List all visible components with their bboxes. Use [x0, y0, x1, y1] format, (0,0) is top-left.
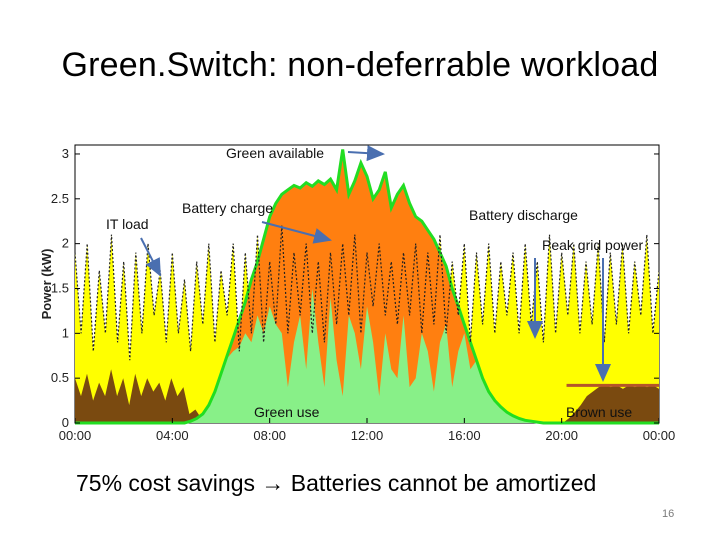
x-tick-label: 16:00 — [448, 428, 481, 443]
page-number: 16 — [662, 508, 675, 520]
x-tick-label: 20:00 — [545, 428, 578, 443]
battery-charge-area — [75, 149, 659, 423]
annotation-battery-discharge: Battery discharge — [469, 207, 578, 223]
annotation-green-use: Green use — [254, 404, 320, 420]
series-areas — [74, 149, 660, 425]
y-axis-label: Power (kW) — [39, 249, 54, 320]
y-tick-label: 1 — [62, 325, 69, 340]
y-tick-label: 0.5 — [51, 370, 69, 385]
y-tick-label: 2 — [62, 236, 69, 251]
x-tick-label: 04:00 — [156, 428, 189, 443]
y-tick-label: 0 — [62, 415, 69, 430]
y-tick-label: 2.5 — [51, 191, 69, 206]
y-tick-label: 3 — [62, 146, 69, 161]
axes: 0 0.5 1 1.5 2 2.5 3 00:00 04:00 08:00 12:00 16:00 20… — [51, 146, 675, 443]
annotation-battery-charge: Battery charge — [182, 200, 273, 216]
slide-caption: 75% cost savings → Batteries cannot be a… — [76, 470, 597, 496]
y-tick-label: 1.5 — [51, 280, 69, 295]
annotation-it-load: IT load — [106, 216, 149, 232]
annotation-brown-use: Brown use — [566, 404, 632, 420]
annotation-green-available: Green available — [226, 145, 324, 161]
annotation-peak-grid-power: Peak grid power — [542, 237, 644, 253]
x-tick-label: 12:00 — [351, 428, 384, 443]
brown-use-area — [75, 369, 659, 423]
arrow-it-load — [140, 237, 161, 277]
slide-title: Green.Switch: non-deferrable workload — [61, 46, 659, 84]
arrow-green-available — [347, 145, 385, 162]
x-tick-label: 08:00 — [253, 428, 286, 443]
power-chart: 0 0.5 1 1.5 2 2.5 3 00:00 04:00 08:00 12:00 16:00 20… — [39, 144, 675, 443]
it-load-line — [74, 225, 660, 361]
x-tick-label: 00:00 — [643, 428, 676, 443]
x-tick-label: 00:00 — [59, 428, 92, 443]
green-use-area — [75, 288, 659, 423]
arrow-battery-charge — [261, 221, 332, 244]
